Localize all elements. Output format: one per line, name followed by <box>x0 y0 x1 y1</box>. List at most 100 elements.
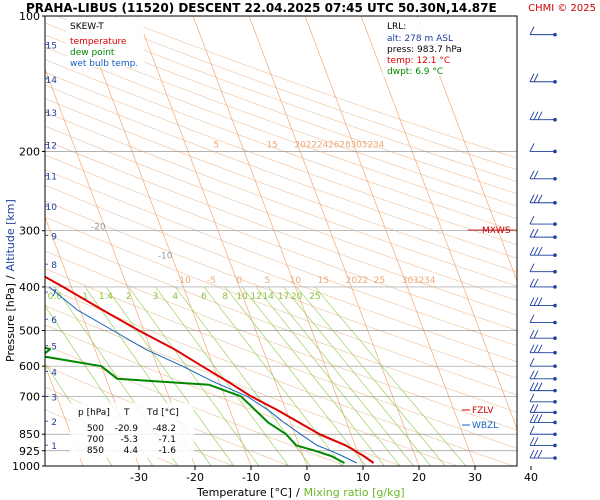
dry-adiabat-line <box>45 268 517 449</box>
isotherm-label: -30 <box>24 194 39 204</box>
curve-dew-point <box>45 346 345 464</box>
chart-title: PRAHA-LIBUS (11520) DESCENT 22.04.2025 0… <box>26 1 497 15</box>
mixing-ratio-label: 8 <box>222 292 228 302</box>
dry-adiabat-line <box>114 16 517 159</box>
mixing-ratio-label: 20 <box>291 292 303 302</box>
mixing-ratio-label: 10 <box>236 292 248 302</box>
wind-barb-dot <box>553 432 557 437</box>
pressure-tick-labels: 100 200 300 400 500 600 700 850 925 1000 <box>12 10 45 473</box>
isotherm-label: 10 <box>290 276 302 286</box>
isotherm-line <box>45 67 196 466</box>
altitude-tick-label: 6 <box>51 316 57 326</box>
wind-barb-feather <box>533 278 539 288</box>
dry-adiabat-line <box>45 111 517 287</box>
altitude-tick-label: 1 <box>51 442 57 452</box>
wind-barb-dot <box>553 222 557 226</box>
wind-barb-dot <box>553 456 557 460</box>
wind-barb-feather <box>529 228 535 238</box>
dry-adiabat-line <box>45 84 517 259</box>
mixing-ratio-line <box>105 286 235 466</box>
mixing-ratio-line <box>296 286 446 466</box>
wind-barb-feather <box>529 357 535 367</box>
table-row-td: -48.2 <box>153 424 176 434</box>
wind-barb-dot <box>553 117 557 122</box>
wind-barb-feather <box>529 170 535 179</box>
isotherm-label: 32 <box>413 276 424 286</box>
altitude-tick-label: 14 <box>46 76 58 86</box>
wind-barb-dot <box>553 253 557 257</box>
wind-barb-feather <box>537 449 543 459</box>
wind-barb-feather <box>529 426 535 435</box>
table-row-t: -5.3 <box>120 435 138 445</box>
legend-dewpoint: dew point <box>70 48 115 58</box>
dry-adiabat-line <box>45 98 517 273</box>
lrl-dwpt: dwpt: 6.9 °C <box>387 67 443 77</box>
y-axis-label-sep: / <box>4 275 17 279</box>
wind-barb-feather <box>529 414 535 423</box>
mxws-label: MXWS <box>482 226 511 236</box>
dry-adiabat-line <box>45 139 517 316</box>
wind-barb-dot <box>553 420 557 425</box>
isotherm-line <box>136 16 308 466</box>
wind-barb-feather <box>529 73 535 82</box>
temperature-tick-label: 30 <box>468 471 482 484</box>
isotherm-line <box>248 16 420 466</box>
wind-barb-feather <box>529 194 535 203</box>
wind-barb-feather <box>537 297 543 306</box>
legend-temperature: temperature <box>70 37 127 47</box>
mixing-ratio-line <box>128 286 260 466</box>
wind-barbs <box>529 26 557 460</box>
wind-barb-feather <box>537 414 543 423</box>
pressure-tick-label: 925 <box>19 445 40 458</box>
isotherm-label: -5 <box>207 276 216 286</box>
wind-barb-dot <box>553 320 557 325</box>
wind-barb-dot <box>553 410 557 415</box>
wind-barb-feather <box>529 314 535 323</box>
altitude-tick-label: 15 <box>46 41 57 51</box>
altitude-tick-label: 5 <box>51 343 57 353</box>
wind-barb-feather <box>533 370 539 379</box>
wind-barb-dot <box>553 269 557 274</box>
dry-adiabat-line <box>45 200 517 379</box>
altitude-tick-label: 3 <box>51 394 57 404</box>
dry-adiabat-line <box>56 16 517 183</box>
table-row-p: 850 <box>87 446 104 456</box>
wind-barb-feather <box>533 228 539 238</box>
wind-barb-dot <box>553 443 557 448</box>
table-header-td: Td [°C] <box>146 408 179 418</box>
table-header-p: p [hPa] <box>78 408 110 418</box>
wind-barb-feather <box>529 344 535 353</box>
wind-barb-feather <box>537 344 543 353</box>
altitude-tick-label: 8 <box>51 261 57 271</box>
isotherm-label: 32 <box>362 140 373 150</box>
wind-barb-feather <box>529 330 535 339</box>
wind-barb-feather <box>529 26 535 35</box>
mixing-ratio-line <box>241 286 385 466</box>
lrl-press: press: 983.7 hPa <box>387 45 462 55</box>
wind-barb-dot <box>553 200 557 205</box>
wind-barb-feather <box>537 111 543 120</box>
dry-adiabat-line <box>45 250 517 431</box>
level-table: p [hPa] T Td [°C] 500 -20.9 -48.2 700 -5… <box>70 403 194 458</box>
wind-barb-dot <box>553 303 557 308</box>
mixing-ratio-line <box>283 286 432 466</box>
x-axis-label-temperature: Temperature [°C] <box>196 486 292 499</box>
temperature-tick-label: -30 <box>130 471 148 484</box>
mixing-ratio-label: 0.6 <box>48 292 63 302</box>
isotherm-label: 28 <box>339 140 351 150</box>
mixing-ratio-label: 1.4 <box>99 292 114 302</box>
altitude-tick-label: 10 <box>46 203 58 213</box>
wind-barb-dot <box>553 376 557 381</box>
isotherm-label: 5 <box>264 276 270 286</box>
wind-barb-feather <box>529 246 535 256</box>
fzlv-label: FZLV <box>472 406 494 416</box>
dry-adiabat-line <box>45 34 517 207</box>
temperature-tick-label: -20 <box>186 471 204 484</box>
isotherm-label: 0 <box>236 276 242 286</box>
sounding-curves <box>45 275 375 464</box>
curve-wet-bulb-temp- <box>48 286 358 464</box>
wind-barb-feather <box>529 263 535 272</box>
wind-barb-feather <box>529 278 535 288</box>
isotherm-label: 20 <box>294 140 306 150</box>
